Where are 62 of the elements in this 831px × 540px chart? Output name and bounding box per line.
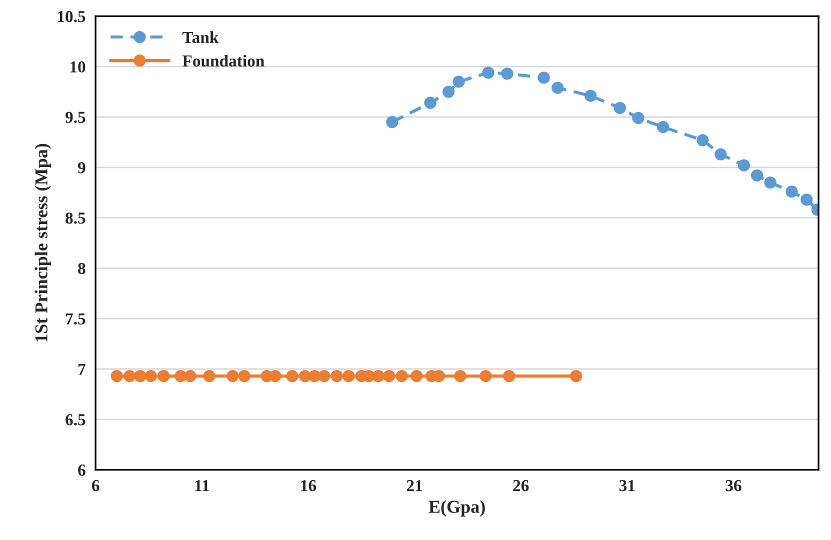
x-axis-title: E(Gpa) [428, 500, 485, 517]
point [286, 370, 298, 382]
x-tick-label: 31 [619, 480, 635, 492]
x-tick-label: 26 [513, 480, 529, 492]
point [482, 66, 494, 79]
point [318, 370, 330, 382]
point [203, 370, 216, 382]
y-tick-label: 10.5 [58, 10, 86, 22]
point [110, 370, 123, 382]
point [800, 194, 813, 206]
point [124, 370, 136, 382]
y-axis-title: 1St Principle stress (Mpa) [34, 144, 52, 342]
point [632, 112, 644, 124]
point [501, 68, 514, 80]
y-tick-label: 7 [78, 364, 86, 375]
point [751, 169, 764, 182]
point [480, 370, 492, 382]
x-tick-label: 36 [726, 480, 742, 492]
y-tick-label: 10 [70, 61, 86, 73]
point [410, 370, 423, 382]
y-tick-label: 9.5 [65, 112, 86, 124]
x-tick-label: 16 [301, 480, 316, 492]
legend-label: Foundation [182, 54, 264, 67]
point [657, 121, 670, 134]
point [552, 82, 564, 94]
y-tick-label: 8.5 [66, 212, 86, 224]
point [226, 370, 239, 382]
point [584, 90, 597, 102]
point [738, 159, 750, 172]
point [442, 86, 455, 98]
y-tick-label: 7.5 [66, 313, 86, 325]
y-tick-label: 6.5 [66, 414, 86, 426]
point [538, 72, 550, 84]
point [764, 176, 776, 189]
y-tick-label: 6 [78, 464, 86, 476]
point [614, 102, 626, 114]
x-tick-label: 6 [92, 480, 100, 492]
point [372, 370, 384, 382]
point [696, 134, 709, 146]
point [424, 96, 436, 109]
y-tick-label: 8 [78, 262, 86, 274]
point [786, 186, 798, 198]
y-tick-label: 9 [78, 162, 86, 174]
point [330, 370, 343, 382]
x-tick-label: 11 [195, 480, 209, 492]
point [570, 370, 582, 382]
point [134, 370, 146, 382]
point [396, 370, 408, 382]
point [503, 370, 516, 382]
point [184, 370, 196, 382]
point [382, 370, 396, 382]
point [454, 370, 466, 382]
point [298, 370, 312, 382]
legend-label: Tank [182, 31, 219, 44]
point [386, 116, 398, 128]
point [452, 76, 465, 88]
point [144, 370, 157, 382]
x-tick-label: 21 [406, 480, 422, 492]
point [238, 370, 250, 382]
point [342, 370, 355, 382]
point [158, 370, 170, 382]
point [714, 148, 727, 160]
